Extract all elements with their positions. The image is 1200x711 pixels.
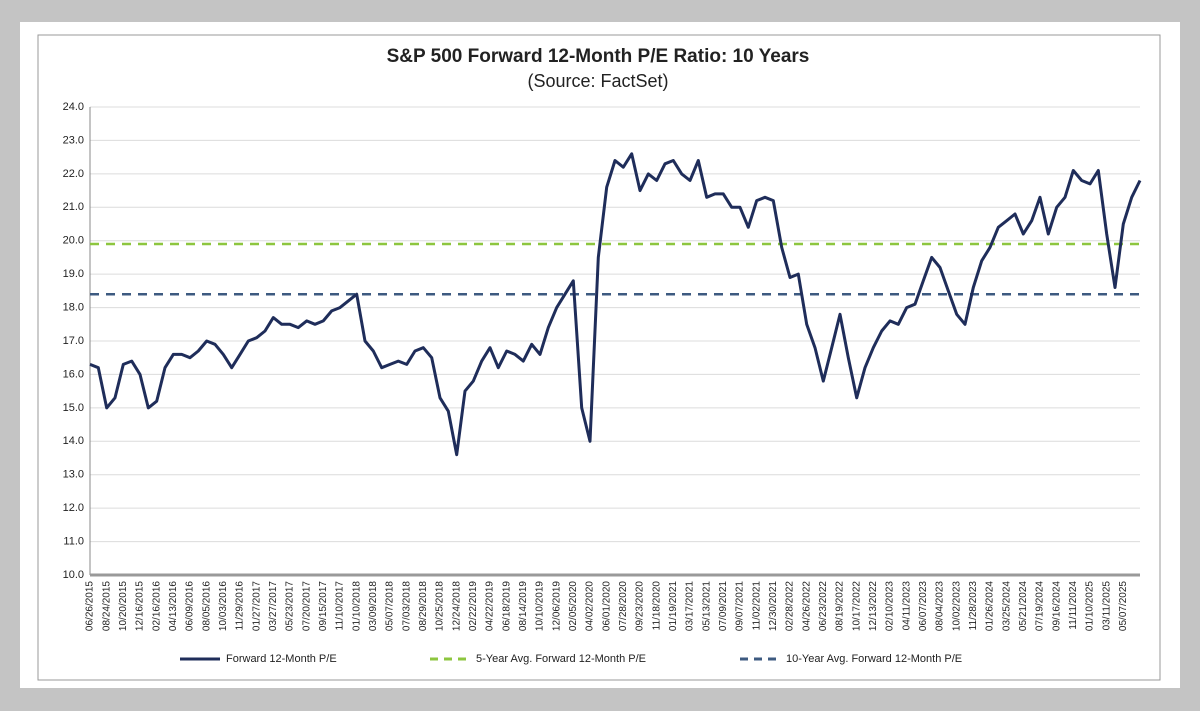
chart-subtitle: (Source: FactSet) xyxy=(527,71,668,91)
x-tick-label: 05/07/2025 xyxy=(1118,581,1129,631)
y-tick-label: 11.0 xyxy=(63,535,84,547)
x-tick-label: 05/21/2024 xyxy=(1018,581,1029,631)
x-tick-label: 04/22/2019 xyxy=(485,581,496,631)
x-tick-label: 12/13/2022 xyxy=(868,581,879,631)
x-tick-label: 07/09/2021 xyxy=(718,581,729,631)
x-tick-label: 08/29/2018 xyxy=(418,581,429,631)
x-tick-label: 04/11/2023 xyxy=(901,581,912,631)
y-tick-label: 24.0 xyxy=(63,101,84,113)
x-tick-label: 08/14/2019 xyxy=(518,581,529,631)
x-tick-label: 03/17/2021 xyxy=(685,581,696,631)
legend-label: 10-Year Avg. Forward 12-Month P/E xyxy=(786,653,962,665)
x-tick-label: 05/07/2018 xyxy=(385,581,396,631)
x-tick-label: 06/09/2016 xyxy=(185,581,196,631)
x-tick-label: 12/16/2015 xyxy=(135,581,146,631)
x-tick-label: 01/26/2024 xyxy=(985,581,996,631)
x-tick-label: 08/19/2022 xyxy=(835,581,846,631)
x-tick-label: 06/01/2020 xyxy=(601,581,612,631)
x-tick-label: 10/10/2019 xyxy=(535,581,546,631)
x-tick-label: 06/07/2023 xyxy=(918,581,929,631)
legend-label: Forward 12-Month P/E xyxy=(226,653,337,665)
y-tick-label: 16.0 xyxy=(63,368,84,380)
x-tick-label: 11/02/2021 xyxy=(751,581,762,631)
y-tick-label: 19.0 xyxy=(63,268,84,280)
legend-label: 5-Year Avg. Forward 12-Month P/E xyxy=(476,653,646,665)
y-tick-label: 17.0 xyxy=(63,335,84,347)
x-tick-label: 10/03/2016 xyxy=(218,581,229,631)
x-tick-label: 11/28/2023 xyxy=(968,581,979,631)
x-tick-label: 09/07/2021 xyxy=(735,581,746,631)
y-tick-label: 23.0 xyxy=(63,134,84,146)
x-tick-label: 12/24/2018 xyxy=(451,581,462,631)
x-tick-label: 07/28/2020 xyxy=(618,581,629,631)
x-tick-label: 02/16/2016 xyxy=(151,581,162,631)
x-tick-label: 10/02/2023 xyxy=(951,581,962,631)
x-tick-label: 01/19/2021 xyxy=(668,581,679,631)
x-tick-label: 04/26/2022 xyxy=(801,581,812,631)
y-tick-label: 10.0 xyxy=(63,569,84,581)
x-tick-label: 12/06/2019 xyxy=(551,581,562,631)
x-tick-label: 08/04/2023 xyxy=(935,581,946,631)
y-tick-label: 18.0 xyxy=(63,301,84,313)
y-tick-label: 21.0 xyxy=(63,201,84,213)
x-tick-label: 01/27/2017 xyxy=(251,581,262,631)
x-tick-label: 03/09/2018 xyxy=(368,581,379,631)
x-tick-label: 04/02/2020 xyxy=(585,581,596,631)
x-tick-label: 02/10/2023 xyxy=(885,581,896,631)
y-tick-label: 20.0 xyxy=(63,235,84,247)
y-tick-label: 14.0 xyxy=(63,435,84,447)
x-tick-label: 11/29/2016 xyxy=(235,581,246,631)
x-tick-label: 09/16/2024 xyxy=(1051,581,1062,631)
series-line xyxy=(89,152,1142,457)
x-tick-label: 02/22/2019 xyxy=(468,581,479,631)
x-tick-label: 09/23/2020 xyxy=(635,581,646,631)
x-tick-label: 07/20/2017 xyxy=(301,581,312,631)
chart-title: S&P 500 Forward 12-Month P/E Ratio: 10 Y… xyxy=(387,46,810,67)
y-tick-label: 13.0 xyxy=(63,469,84,481)
x-tick-label: 08/24/2015 xyxy=(101,581,112,631)
x-tick-label: 11/18/2020 xyxy=(651,581,662,631)
y-tick-label: 22.0 xyxy=(63,168,84,180)
x-tick-label: 12/30/2021 xyxy=(768,581,779,631)
x-tick-label: 01/10/2025 xyxy=(1085,581,1096,631)
x-tick-label: 08/05/2016 xyxy=(201,581,212,631)
x-tick-label: 03/11/2025 xyxy=(1101,581,1112,631)
x-tick-label: 07/03/2018 xyxy=(401,581,412,631)
x-tick-label: 01/10/2018 xyxy=(351,581,362,631)
x-tick-label: 05/13/2021 xyxy=(701,581,712,631)
x-tick-label: 02/28/2022 xyxy=(785,581,796,631)
x-tick-label: 06/23/2022 xyxy=(818,581,829,631)
y-tick-label: 15.0 xyxy=(63,402,84,414)
x-tick-label: 06/26/2015 xyxy=(85,581,96,631)
y-tick-label: 12.0 xyxy=(63,502,84,514)
x-tick-label: 10/20/2015 xyxy=(118,581,129,631)
x-tick-label: 10/25/2018 xyxy=(435,581,446,631)
x-tick-label: 03/27/2017 xyxy=(268,581,279,631)
x-tick-label: 10/17/2022 xyxy=(851,581,862,631)
x-tick-label: 02/05/2020 xyxy=(568,581,579,631)
x-tick-label: 11/10/2017 xyxy=(335,581,346,631)
x-tick-label: 03/25/2024 xyxy=(1001,581,1012,631)
x-tick-label: 07/19/2024 xyxy=(1035,581,1046,631)
x-tick-label: 09/15/2017 xyxy=(318,581,329,631)
x-tick-label: 04/13/2016 xyxy=(168,581,179,631)
x-tick-label: 11/11/2024 xyxy=(1068,581,1079,630)
x-tick-label: 06/18/2019 xyxy=(501,581,512,631)
x-tick-label: 05/23/2017 xyxy=(285,581,296,631)
